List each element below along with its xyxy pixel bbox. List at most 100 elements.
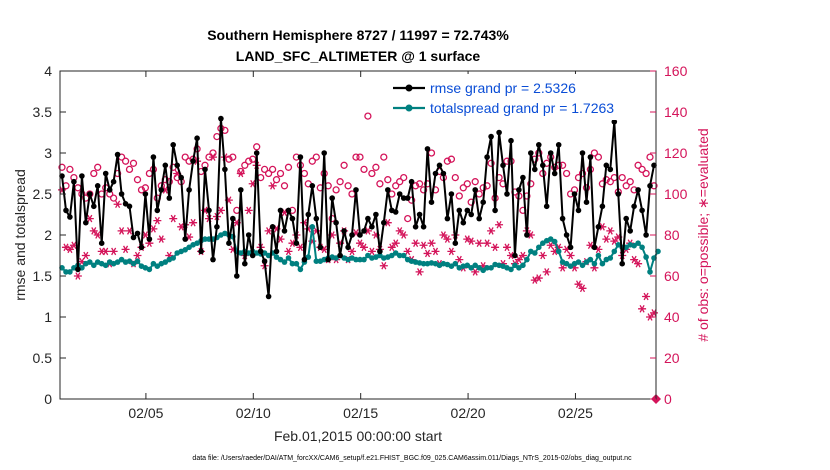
y-right-tick-label: 160 <box>664 63 688 79</box>
rmse-point <box>448 191 455 197</box>
y-right-tick-label: 100 <box>664 186 688 202</box>
spread-point <box>170 255 176 261</box>
x-tick-label: 02/25 <box>558 405 593 421</box>
spread-point <box>639 244 645 251</box>
rmse-point <box>627 228 633 234</box>
spread-point <box>130 260 137 267</box>
spread-point <box>587 256 594 263</box>
possible-obs-point <box>276 169 285 178</box>
rmse-point <box>289 215 296 222</box>
rmse-point <box>102 170 109 177</box>
spread-point <box>575 259 582 265</box>
possible-obs-point <box>352 153 360 161</box>
rmse-point <box>536 142 542 148</box>
possible-obs-point <box>109 194 118 202</box>
possible-obs-point <box>121 157 130 165</box>
rmse-point <box>206 207 212 214</box>
spread-point <box>563 260 570 267</box>
rmse-point <box>333 219 339 226</box>
possible-obs-point <box>562 169 571 178</box>
footer-file-path: data file: /Users/raeder/DAI/ATM_forcXX/… <box>192 455 632 462</box>
rmse-point <box>456 207 463 214</box>
rmse-point <box>385 187 391 193</box>
possible-obs-point <box>404 214 412 223</box>
possible-obs-point <box>618 173 626 182</box>
possible-obs-point <box>634 161 642 169</box>
rmse-point <box>619 260 625 267</box>
rmse-point <box>59 173 65 179</box>
rmse-point <box>150 154 157 160</box>
spread-point <box>281 259 288 265</box>
evaluated-obs-point <box>411 239 420 248</box>
rmse-point <box>134 230 141 237</box>
spread-point <box>126 258 133 265</box>
rmse-point <box>400 195 407 201</box>
spread-point <box>555 248 562 255</box>
possible-obs-point <box>268 165 277 174</box>
rmse-point <box>361 228 367 234</box>
possible-obs-point <box>332 186 340 194</box>
possible-obs-point <box>594 153 603 161</box>
possible-obs-point <box>447 155 456 163</box>
spread-point <box>293 260 300 267</box>
possible-obs-point <box>415 180 424 188</box>
evaluated-obs-point <box>284 247 293 256</box>
rmse-point <box>83 219 89 226</box>
y-right-tick-label: 40 <box>664 309 680 325</box>
rmse-point <box>365 215 371 222</box>
y-left-tick-label: 3.5 <box>33 104 53 120</box>
rmse-point <box>416 211 423 218</box>
rmse-point <box>369 224 375 230</box>
rmse-point <box>611 119 618 125</box>
possible-obs-point <box>241 161 249 169</box>
spread-point <box>468 265 475 271</box>
rmse-point <box>432 170 439 177</box>
possible-obs-point <box>125 165 134 174</box>
spread-point <box>420 260 427 267</box>
rmse-point <box>567 244 574 251</box>
possible-obs-point <box>400 173 408 182</box>
possible-obs-point <box>463 180 471 188</box>
possible-obs-point <box>368 169 376 178</box>
rmse-point <box>182 236 188 242</box>
evaluated-obs-point <box>574 280 583 289</box>
evaluated-obs-point <box>471 268 480 276</box>
spread-point <box>154 263 161 270</box>
possible-obs-point <box>626 178 634 186</box>
rmse-point <box>79 173 85 179</box>
spread-point <box>643 254 649 260</box>
rmse-point <box>420 224 427 230</box>
rmse-point <box>118 191 125 197</box>
rmse-point <box>166 195 173 201</box>
rmse-point <box>75 266 81 273</box>
rmse-point <box>639 207 645 214</box>
rmse-point <box>63 207 69 214</box>
possible-obs-point <box>340 161 348 169</box>
rmse-point <box>603 162 610 169</box>
possible-obs-point <box>372 163 380 171</box>
possible-obs-point <box>356 153 364 161</box>
rmse-point <box>579 150 586 156</box>
evaluated-obs-point <box>443 235 452 243</box>
rmse-point <box>265 293 272 300</box>
evaluated-obs-point <box>558 263 567 272</box>
rmse-point <box>349 232 355 238</box>
evaluated-obs-point <box>467 237 476 245</box>
spread-point <box>536 244 542 251</box>
rmse-point <box>547 150 554 156</box>
rmse-point <box>218 115 224 122</box>
rmse-point <box>321 150 328 156</box>
rmse-point <box>540 162 546 169</box>
rmse-point <box>635 187 641 193</box>
spread-point <box>488 265 494 271</box>
possible-obs-point <box>272 176 281 184</box>
rmse-point <box>651 162 657 169</box>
rmse-series-line <box>61 118 655 297</box>
rmse-point <box>98 240 105 246</box>
spread-point <box>611 248 618 255</box>
possible-obs-point <box>137 186 146 194</box>
spread-point <box>607 255 614 261</box>
y-left-tick-label: 0 <box>44 391 52 407</box>
evaluated-obs-point <box>157 235 166 243</box>
x-axis-label: Feb.01,2015 00:00:00 start <box>274 428 442 444</box>
